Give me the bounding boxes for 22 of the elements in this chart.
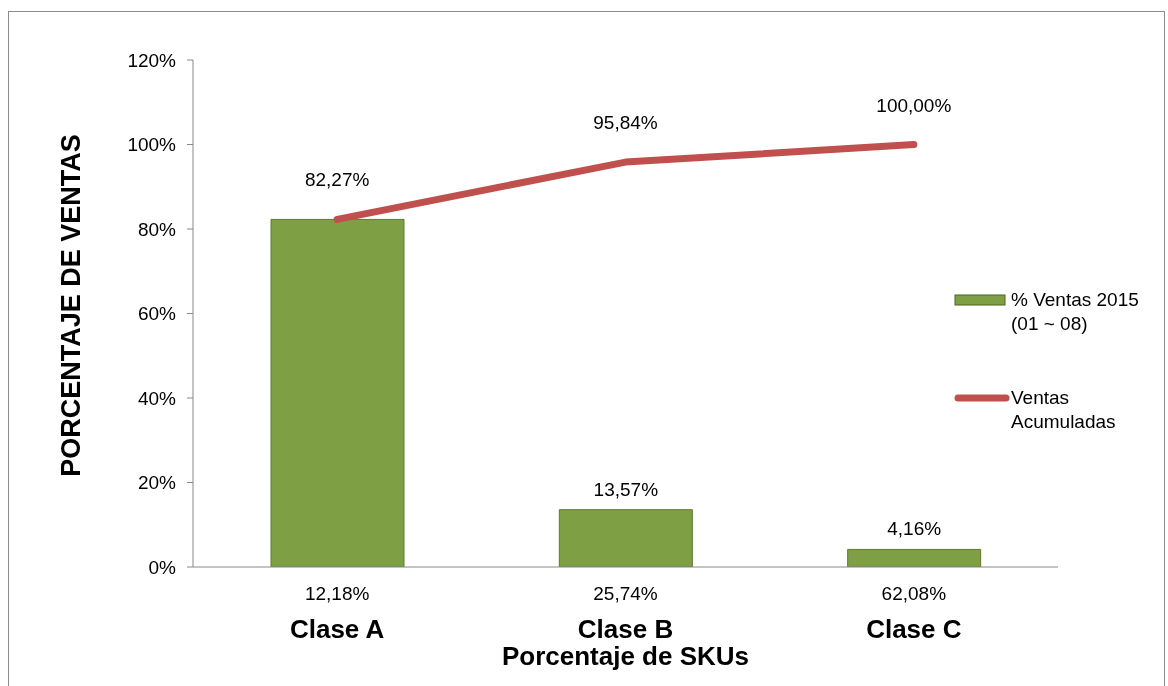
data-label: 82,27% [304,169,370,191]
y-tick-label: 80% [137,218,177,240]
y-tick-label: 20% [137,472,177,494]
y-tick-label: 60% [137,303,177,325]
bar [847,548,982,567]
data-label: 4,16% [887,518,942,540]
legend-label: % Ventas 2015 (01 ~ 08) [1011,288,1140,336]
y-tick-label: 120% [127,49,177,71]
bar [558,509,693,567]
x-tick-label: 25,74% Clase B [577,583,674,644]
legend-label: Ventas Acumuladas [1011,386,1117,434]
x-tick-label: 62,08% Clase C [866,583,962,644]
y-axis-title: PORCENTAJE DE VENTAS [56,134,86,477]
y-tick-label: 40% [137,387,177,409]
data-label: 13,57% [593,478,659,500]
y-tick-label: 100% [127,134,177,156]
data-label: 100,00% [876,94,952,116]
x-tick-label: 12,18% Clase A [289,583,385,644]
y-tick-label: 0% [148,556,177,578]
data-label: 95,84% [593,112,658,134]
bar [270,218,405,567]
x-axis-title: Porcentaje de SKUs [501,641,750,671]
